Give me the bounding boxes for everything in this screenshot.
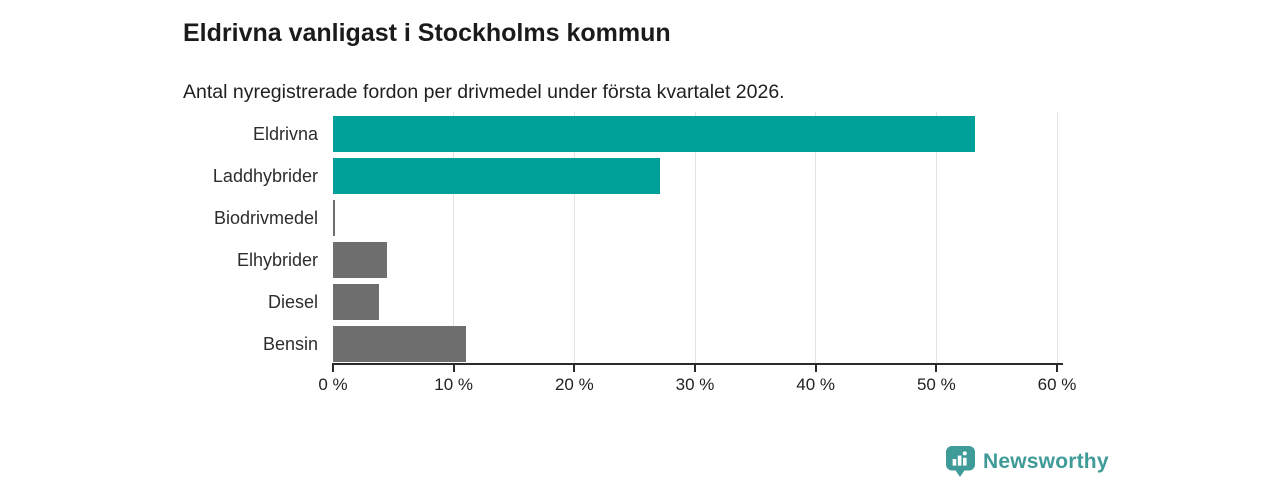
bar-eldrivna (333, 116, 975, 152)
gridline-40 (815, 112, 817, 363)
x-tick-mark-10 (452, 365, 455, 372)
x-tick-mark-50 (935, 365, 938, 372)
x-tick-label-20: 20 % (554, 375, 594, 394)
bar-diesel (333, 284, 379, 320)
bar-bensin (333, 326, 466, 362)
chart-title: Eldrivna vanligast i Stockholms kommun (183, 18, 671, 47)
gridline-20 (573, 112, 575, 363)
category-label-eldrivna: Eldrivna (252, 124, 318, 144)
x-tick-mark-30 (694, 365, 696, 372)
category-label-elhybrider: Elhybrider (236, 250, 318, 270)
bar-laddhybrider (333, 158, 660, 194)
x-axis-line (332, 363, 1063, 365)
x-tick-mark-40 (814, 365, 817, 372)
x-tick-label-40: 40 % (796, 375, 836, 394)
plot-area (333, 112, 1058, 363)
x-tick-mark-0 (332, 365, 334, 372)
newsworthy-pin-barchart-icon (946, 446, 975, 477)
x-tick-label-10: 10 % (434, 375, 474, 394)
bar-biodrivmedel (333, 200, 336, 236)
gridline-30 (694, 112, 696, 363)
chart-subtitle: Antal nyregistrerade fordon per drivmede… (183, 80, 785, 103)
category-label-bensin: Bensin (262, 334, 318, 354)
gridline-10 (453, 112, 455, 363)
category-label-laddhybrider: Laddhybrider (212, 166, 318, 186)
x-tick-label-50: 50 % (916, 375, 956, 394)
category-label-diesel: Diesel (267, 292, 318, 312)
gridline-50 (935, 112, 937, 363)
gridline-60 (1056, 112, 1058, 363)
category-label-biodrivmedel: Biodrivmedel (213, 208, 318, 228)
x-tick-label-30: 30 % (675, 375, 715, 394)
bar-elhybrider (333, 242, 388, 278)
x-tick-mark-60 (1056, 365, 1058, 372)
x-tick-label-60: 60 % (1037, 375, 1077, 394)
x-tick-mark-20 (573, 365, 576, 372)
newsworthy-logo-text: Newsworthy (983, 449, 1109, 473)
newsworthy-logo[interactable]: Newsworthy (946, 446, 1109, 477)
x-tick-label-0: 0 % (318, 375, 348, 394)
x-axis: 0 % 10 % 20 % 30 % 40 % 50 % 60 % (318, 363, 1076, 403)
category-labels: Eldrivna Laddhybrider Biodrivmedel Elhybrid… (0, 112, 318, 363)
